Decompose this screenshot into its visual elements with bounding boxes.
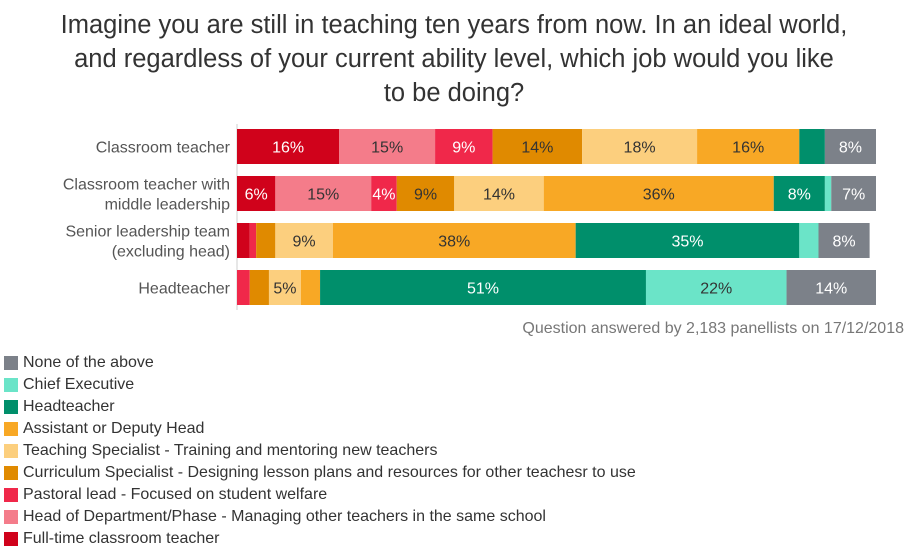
y-tick-label: Senior leadership team (excluding head) [65, 224, 230, 261]
data-label: 38% [438, 234, 470, 251]
bar-segment [339, 129, 436, 164]
legend-item: Head of Department/Phase - Managing othe… [4, 506, 636, 528]
bar-segment [575, 223, 800, 258]
source-note: Question answered by 2,183 panellists on… [522, 320, 904, 337]
bar-segment [824, 129, 876, 164]
bar-segment [492, 129, 583, 164]
legend-item: Headteacher [4, 396, 636, 418]
legend-label: Full-time classroom teacher [23, 530, 220, 547]
data-label: 15% [307, 187, 339, 204]
legend-swatch [4, 532, 18, 546]
legend-swatch [4, 378, 18, 392]
bar-segment [831, 176, 876, 211]
legend-label: Curriculum Specialist - Designing lesson… [23, 464, 636, 481]
data-label: 8% [832, 234, 855, 251]
bar-segment [454, 176, 544, 211]
bar-segment [824, 176, 832, 211]
bar-segment [786, 270, 876, 305]
bar-segment [799, 223, 819, 258]
legend-label: Pastoral lead - Focused on student welfa… [23, 486, 328, 503]
bar-segment [237, 176, 276, 211]
data-label: 7% [842, 187, 865, 204]
legend-swatch [4, 466, 18, 480]
bar-segment [256, 223, 276, 258]
chart-title: Imagine you are still in teaching ten ye… [0, 8, 908, 110]
bar-segment [237, 129, 340, 164]
y-tick-label: Classroom teacher with middle leadership [63, 177, 230, 214]
data-label: 22% [700, 281, 732, 298]
legend-item: Full-time classroom teacher [4, 528, 636, 550]
legend-label: Headteacher [23, 398, 115, 415]
legend-item: Teaching Specialist - Training and mento… [4, 440, 636, 462]
data-label: 36% [643, 187, 675, 204]
legend-item: Pastoral lead - Focused on student welfa… [4, 484, 636, 506]
legend-swatch [4, 510, 18, 524]
legend-label: None of the above [23, 354, 154, 371]
bar-segment [237, 223, 250, 258]
bar-segment [320, 270, 646, 305]
y-tick-label: Headteacher [138, 281, 230, 298]
bar-segment [773, 176, 825, 211]
bar-segment [799, 129, 825, 164]
data-label: 5% [273, 281, 296, 298]
stacked-bar-chart: Classroom teacher 16% 15% 9% 14% 18% 16% 8% Clas… [63, 124, 876, 310]
legend-item: Chief Executive [4, 374, 636, 396]
bar-segment [275, 223, 333, 258]
data-label: 4% [372, 187, 395, 204]
data-label: 35% [671, 234, 703, 251]
legend-item: None of the above [4, 352, 636, 374]
data-label: 9% [452, 140, 475, 157]
data-label: 9% [414, 187, 437, 204]
data-label: 16% [272, 140, 304, 157]
data-label: 9% [293, 234, 316, 251]
data-label: 8% [839, 140, 862, 157]
bar-segment [697, 129, 800, 164]
legend-swatch [4, 356, 18, 370]
bar-segment [582, 129, 698, 164]
y-tick-label: Classroom teacher [96, 140, 231, 157]
bar-segment [275, 176, 372, 211]
chart-title-line: Imagine you are still in teaching ten ye… [60, 11, 848, 39]
legend-item: Assistant or Deputy Head [4, 418, 636, 440]
legend-swatch [4, 400, 18, 414]
legend-item: Curriculum Specialist - Designing lesson… [4, 462, 636, 484]
bar-segment [300, 270, 321, 305]
legend-label: Chief Executive [23, 376, 135, 393]
bar-segment [818, 223, 870, 258]
chart-title-line: and regardless of your current ability l… [74, 45, 834, 73]
data-label: 14% [521, 140, 553, 157]
data-label: 14% [815, 281, 847, 298]
data-label: 51% [467, 281, 499, 298]
data-label: 16% [732, 140, 764, 157]
bar-segment [435, 129, 493, 164]
legend-swatch [4, 422, 18, 436]
bar-segment [371, 176, 397, 211]
data-label: 18% [624, 140, 656, 157]
data-label: 15% [371, 140, 403, 157]
bar-segment [237, 270, 250, 305]
bar-segment [645, 270, 787, 305]
bar-segment [268, 270, 301, 305]
legend-label: Assistant or Deputy Head [23, 420, 205, 437]
legend-label: Teaching Specialist - Training and mento… [23, 442, 438, 459]
data-label: 6% [245, 187, 268, 204]
bar-segment [543, 176, 774, 211]
chart-title-line: to be doing? [383, 79, 525, 107]
legend-swatch [4, 488, 18, 502]
data-label: 14% [483, 187, 515, 204]
data-label: 8% [788, 187, 811, 204]
bar-segment [396, 176, 455, 211]
legend: None of the above Chief Executive Headteac… [4, 352, 636, 550]
bar-segment [249, 270, 269, 305]
bar-segment [332, 223, 576, 258]
legend-swatch [4, 444, 18, 458]
bar-segment [249, 223, 257, 258]
legend-label: Head of Department/Phase - Managing othe… [23, 508, 546, 525]
